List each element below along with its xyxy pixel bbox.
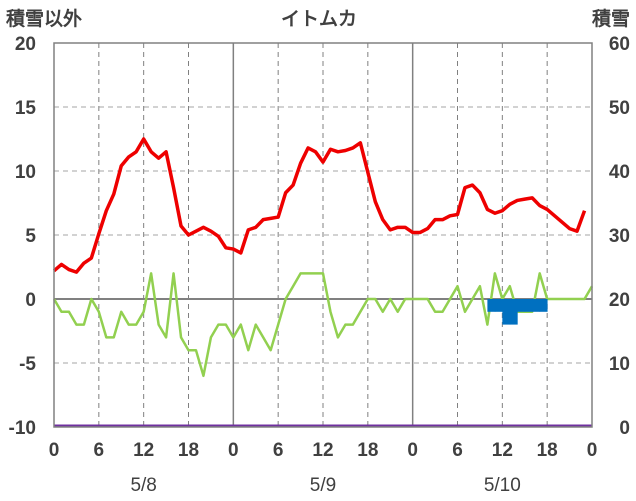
- precipitation-bar: [524, 299, 533, 312]
- y-left-tick-label: 10: [15, 162, 36, 183]
- x-tick-label: 12: [312, 440, 333, 461]
- x-tick-label: 12: [133, 440, 154, 461]
- precipitation-bar: [502, 299, 511, 325]
- x-tick-label: 12: [492, 440, 513, 461]
- series-layer: [52, 137, 594, 428]
- y-right-tick-label: 10: [609, 354, 630, 375]
- x-tick-label: 6: [452, 440, 463, 461]
- precipitation-bar: [509, 299, 518, 325]
- y-right-tick-label: 20: [609, 290, 630, 311]
- x-tick-label: 0: [407, 440, 418, 461]
- y-left-tick-label: 0: [25, 290, 36, 311]
- x-tick-label: 18: [178, 440, 199, 461]
- x-tick-label: 18: [537, 440, 558, 461]
- temperature-line: [52, 137, 587, 274]
- date-label: 5/9: [310, 475, 336, 496]
- x-tick-label: 6: [94, 440, 105, 461]
- left-axis-title: 積雪以外: [6, 7, 82, 30]
- precipitation-bar: [532, 299, 541, 312]
- y-right-tick-label: 50: [609, 98, 630, 119]
- y-left-tick-label: 20: [15, 34, 36, 55]
- chart-title: イトムカ: [281, 8, 357, 30]
- x-tick-label: 0: [49, 440, 60, 461]
- y-right-tick-label: 60: [609, 34, 630, 55]
- date-label: 5/10: [484, 475, 521, 496]
- y-left-tick-label: -5: [19, 354, 36, 375]
- precipitation-bar: [487, 299, 496, 312]
- x-tick-label: 0: [587, 440, 598, 461]
- precipitation-bar: [539, 299, 548, 312]
- date-label: 5/8: [130, 475, 156, 496]
- y-left-tick-label: 15: [15, 98, 37, 119]
- x-tick-label: 18: [357, 440, 378, 461]
- x-tick-label: 6: [273, 440, 284, 461]
- y-right-tick-label: 0: [619, 418, 630, 439]
- y-right-tick-label: 30: [609, 226, 630, 247]
- plot-frame: [53, 42, 593, 428]
- y-right-tick-label: 40: [609, 162, 630, 183]
- right-axis-title: 積雪: [592, 7, 630, 30]
- y-left-tick-label: 5: [25, 226, 36, 247]
- y-left-tick-label: -10: [9, 418, 36, 439]
- grid-layer: [54, 43, 592, 427]
- x-tick-label: 0: [228, 440, 239, 461]
- precipitation-bar: [517, 299, 526, 312]
- precipitation-bar: [494, 299, 503, 312]
